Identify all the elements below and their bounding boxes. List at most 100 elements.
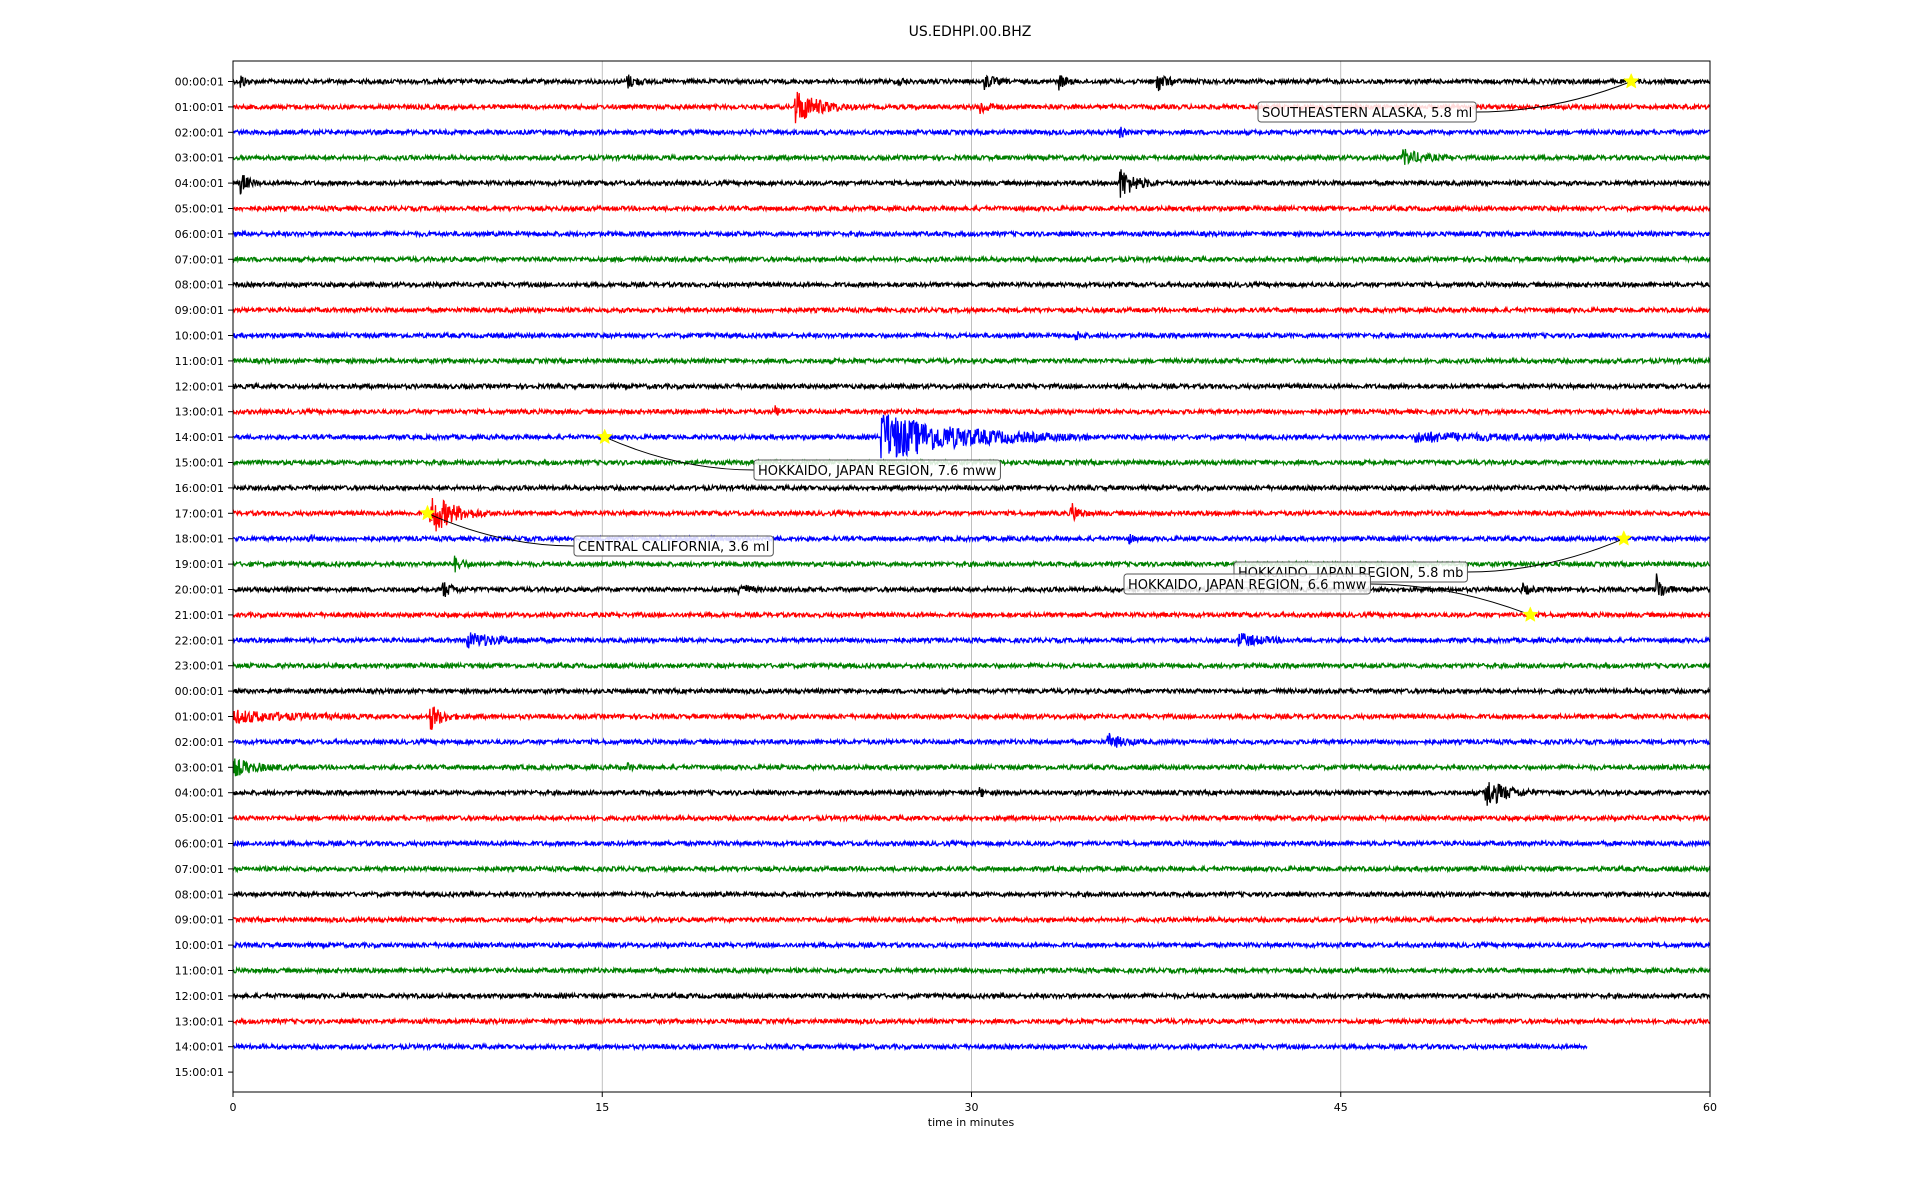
trace-row-25 <box>232 706 1711 730</box>
hour-label: 14:00:01 <box>175 1041 224 1054</box>
hour-label: 15:00:01 <box>175 1066 224 1079</box>
event-label: SOUTHEASTERN ALASKA, 5.8 ml <box>1262 106 1472 121</box>
x-axis-label: time in minutes <box>928 1116 1015 1129</box>
event-label: HOKKAIDO, JAPAN REGION, 6.6 mww <box>1128 578 1367 593</box>
event-star-marker <box>596 428 613 445</box>
trace-row-16 <box>232 483 1711 493</box>
hour-label: 19:00:01 <box>175 558 224 571</box>
event-label-box <box>753 459 1001 481</box>
hour-label: 03:00:01 <box>175 761 224 774</box>
hour-label: 20:00:01 <box>175 584 224 597</box>
trace-row-35 <box>232 965 1711 976</box>
hour-label: 01:00:01 <box>175 711 224 724</box>
hour-label: 13:00:01 <box>175 1015 224 1028</box>
chart-title: US.EDHPI.00.BHZ <box>909 24 1032 40</box>
hour-label: 02:00:01 <box>175 736 224 749</box>
event-connectors <box>427 81 1632 616</box>
trace-row-10 <box>232 330 1711 341</box>
event-star-marker <box>419 504 436 521</box>
hour-label: 03:00:01 <box>175 152 224 165</box>
event-connector <box>1476 81 1632 113</box>
trace-row-4 <box>232 169 1711 198</box>
hour-label: 15:00:01 <box>175 457 224 470</box>
x-tick-label: 15 <box>595 1101 609 1114</box>
trace-row-22 <box>232 632 1711 649</box>
trace-row-31 <box>232 864 1711 874</box>
trace-row-6 <box>232 229 1711 239</box>
trace-row-38 <box>232 1041 1588 1052</box>
trace-row-33 <box>232 914 1711 925</box>
trace-row-23 <box>232 661 1711 671</box>
hour-label: 09:00:01 <box>175 914 224 927</box>
trace-row-29 <box>232 813 1711 823</box>
event-markers <box>419 72 1640 622</box>
hour-label: 02:00:01 <box>175 126 224 139</box>
hour-label: 12:00:01 <box>175 380 224 393</box>
hour-label: 22:00:01 <box>175 634 224 647</box>
trace-row-3 <box>232 148 1711 165</box>
trace-row-7 <box>232 254 1711 265</box>
trace-row-8 <box>232 280 1711 290</box>
x-tick-label: 60 <box>1703 1101 1717 1114</box>
trace-row-2 <box>232 126 1710 139</box>
event-connector <box>604 436 755 471</box>
hour-label: 11:00:01 <box>175 355 224 368</box>
hour-label: 07:00:01 <box>175 863 224 876</box>
hour-label: 10:00:01 <box>175 939 224 952</box>
trace-row-24 <box>232 686 1711 696</box>
event-label: CENTRAL CALIFORNIA, 3.6 ml <box>578 540 769 555</box>
event-star-marker <box>1622 72 1640 89</box>
hour-label: 11:00:01 <box>175 965 224 978</box>
trace-row-27 <box>232 758 1711 777</box>
hour-label: 13:00:01 <box>175 406 224 419</box>
hour-label: 05:00:01 <box>175 812 224 825</box>
hour-label: 05:00:01 <box>175 203 224 216</box>
trace-row-11 <box>232 356 1711 366</box>
trace-row-28 <box>232 782 1711 806</box>
event-star-marker <box>1522 606 1539 622</box>
x-tick-label: 30 <box>965 1101 979 1114</box>
hour-label: 00:00:01 <box>175 685 224 698</box>
seismogram-traces <box>232 74 1711 1052</box>
hour-label: 00:00:01 <box>175 76 224 89</box>
trace-row-20 <box>232 573 1711 598</box>
trace-row-13 <box>232 405 1711 417</box>
trace-row-17 <box>232 497 1711 532</box>
hour-label: 14:00:01 <box>175 431 224 444</box>
trace-row-14 <box>232 414 1711 459</box>
hour-label: 04:00:01 <box>175 177 224 190</box>
event-connector <box>1467 538 1625 573</box>
event-label-box <box>573 535 774 557</box>
trace-row-12 <box>232 381 1711 392</box>
hour-label: 18:00:01 <box>175 533 224 546</box>
trace-row-5 <box>232 203 1711 214</box>
trace-row-36 <box>232 991 1711 1001</box>
event-label-box <box>1123 573 1371 595</box>
trace-row-26 <box>232 732 1711 748</box>
event-label: HOKKAIDO, JAPAN REGION, 7.6 mww <box>758 464 997 479</box>
hour-label: 23:00:01 <box>175 660 224 673</box>
trace-row-9 <box>232 305 1711 315</box>
hour-label: 09:00:01 <box>175 304 224 317</box>
hour-label: 01:00:01 <box>175 101 224 114</box>
trace-row-34 <box>232 940 1711 950</box>
event-annotations: SOUTHEASTERN ALASKA, 5.8 ml HOKKAIDO, JAP… <box>573 101 1477 595</box>
hour-label: 08:00:01 <box>175 279 224 292</box>
x-axis-ticks: 0 15 30 45 60 <box>230 1092 1717 1114</box>
trace-row-30 <box>232 838 1711 849</box>
trace-row-21 <box>232 610 1711 620</box>
hour-label: 06:00:01 <box>175 228 224 241</box>
hour-label: 12:00:01 <box>175 990 224 1003</box>
x-tick-label: 0 <box>230 1101 237 1114</box>
event-label-box <box>1257 101 1477 123</box>
x-tick-label: 45 <box>1334 1101 1348 1114</box>
trace-row-18 <box>232 533 1711 545</box>
hour-label: 21:00:01 <box>175 609 224 622</box>
hour-label: 10:00:01 <box>175 330 224 343</box>
hour-tick-labels: 00:00:01 01:00:01 02:00:01 03:00:01 04:00:01… <box>175 76 233 1079</box>
hour-label: 07:00:01 <box>175 253 224 266</box>
hour-label: 17:00:01 <box>175 507 224 520</box>
event-connector <box>1370 583 1531 616</box>
